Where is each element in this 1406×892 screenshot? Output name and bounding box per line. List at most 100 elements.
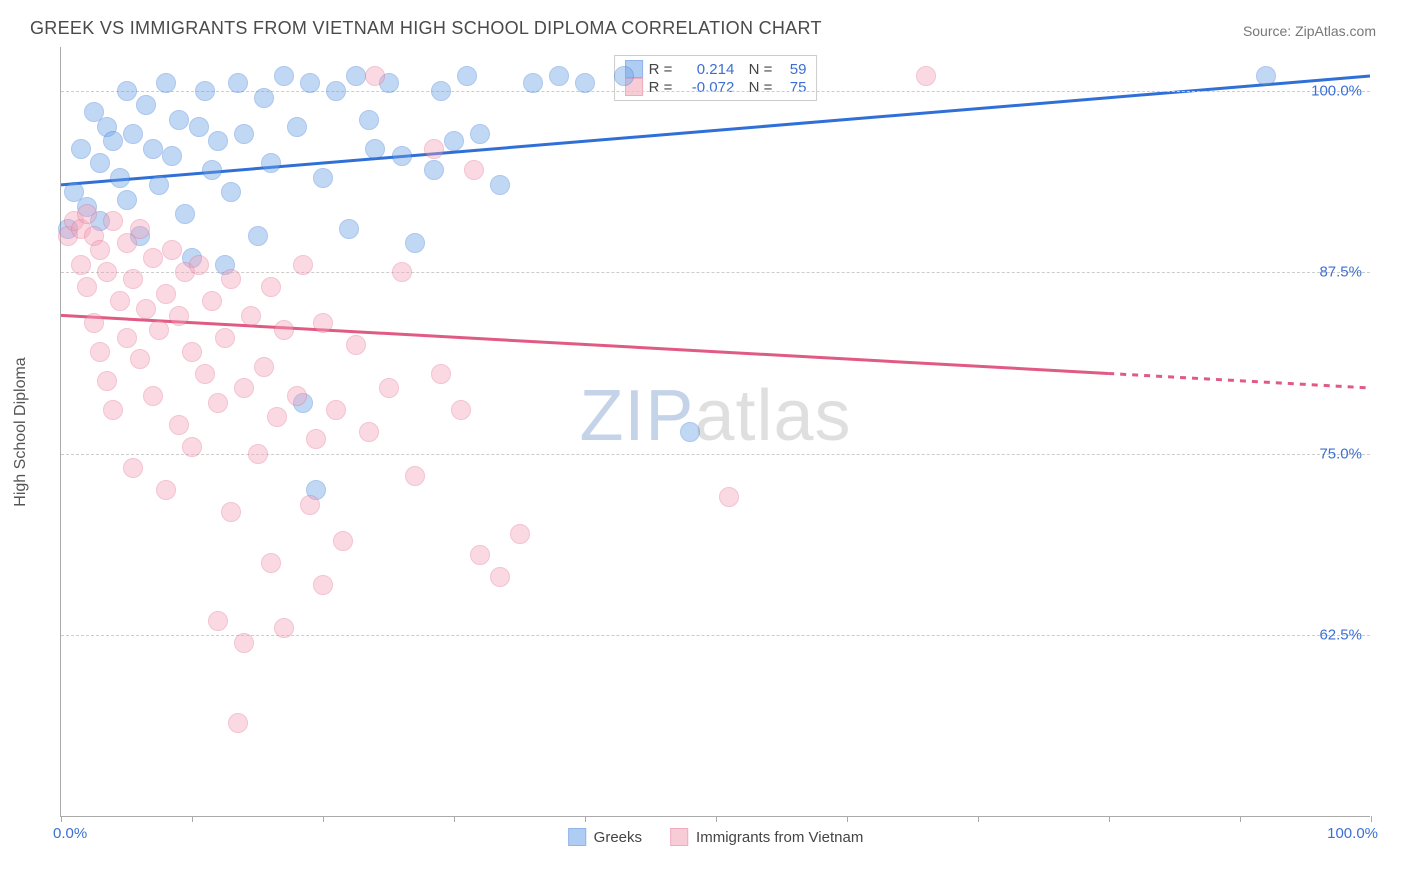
- scatter-point: [84, 313, 104, 333]
- scatter-point: [405, 466, 425, 486]
- scatter-point: [195, 364, 215, 384]
- scatter-point: [156, 284, 176, 304]
- scatter-point: [103, 211, 123, 231]
- scatter-point: [143, 139, 163, 159]
- scatter-point: [110, 291, 130, 311]
- scatter-point: [97, 262, 117, 282]
- scatter-point: [326, 81, 346, 101]
- scatter-point: [123, 124, 143, 144]
- scatter-point: [202, 160, 222, 180]
- scatter-point: [510, 524, 530, 544]
- scatter-point: [451, 400, 471, 420]
- scatter-point: [431, 364, 451, 384]
- scatter-point: [365, 66, 385, 86]
- scatter-point: [169, 415, 189, 435]
- scatter-point: [431, 81, 451, 101]
- scatter-point: [71, 139, 91, 159]
- scatter-point: [326, 400, 346, 420]
- scatter-point: [267, 407, 287, 427]
- x-tick-mark: [323, 816, 324, 822]
- scatter-point: [169, 306, 189, 326]
- scatter-point: [392, 262, 412, 282]
- scatter-point: [234, 633, 254, 653]
- scatter-point: [77, 277, 97, 297]
- x-tick-mark: [978, 816, 979, 822]
- scatter-point: [287, 386, 307, 406]
- scatter-point: [221, 269, 241, 289]
- scatter-point: [156, 480, 176, 500]
- scatter-point: [208, 393, 228, 413]
- y-tick-label: 62.5%: [1319, 627, 1362, 644]
- scatter-point: [457, 66, 477, 86]
- scatter-point: [241, 306, 261, 326]
- scatter-point: [300, 495, 320, 515]
- scatter-point: [424, 139, 444, 159]
- scatter-point: [261, 153, 281, 173]
- x-tick-mark: [847, 816, 848, 822]
- x-tick-mark: [716, 816, 717, 822]
- scatter-point: [424, 160, 444, 180]
- scatter-point: [359, 422, 379, 442]
- scatter-point: [143, 386, 163, 406]
- scatter-point: [313, 313, 333, 333]
- x-tick-mark: [585, 816, 586, 822]
- scatter-point: [379, 378, 399, 398]
- scatter-point: [149, 175, 169, 195]
- scatter-point: [110, 168, 130, 188]
- plot-region: High School Diploma ZIPatlas R =0.214 N …: [60, 47, 1370, 817]
- scatter-point: [490, 567, 510, 587]
- scatter-point: [228, 73, 248, 93]
- scatter-point: [287, 117, 307, 137]
- scatter-point: [117, 328, 137, 348]
- scatter-point: [202, 291, 222, 311]
- y-axis-label: High School Diploma: [12, 357, 30, 506]
- scatter-point: [313, 575, 333, 595]
- scatter-point: [333, 531, 353, 551]
- x-tick-mark: [454, 816, 455, 822]
- y-tick-label: 87.5%: [1319, 264, 1362, 281]
- scatter-point: [470, 545, 490, 565]
- scatter-point: [221, 182, 241, 202]
- x-axis-max-label: 100.0%: [1327, 825, 1378, 842]
- scatter-point: [470, 124, 490, 144]
- x-tick-mark: [61, 816, 62, 822]
- x-axis-min-label: 0.0%: [53, 825, 87, 842]
- scatter-point: [261, 277, 281, 297]
- scatter-point: [103, 131, 123, 151]
- scatter-point: [392, 146, 412, 166]
- scatter-point: [149, 320, 169, 340]
- gridline: [61, 635, 1370, 636]
- watermark: ZIPatlas: [579, 375, 851, 457]
- x-tick-mark: [1109, 816, 1110, 822]
- legend-stat-row: R =0.214 N =59: [625, 60, 807, 78]
- scatter-point: [162, 146, 182, 166]
- scatter-point: [130, 349, 150, 369]
- source-attribution: Source: ZipAtlas.com: [1243, 23, 1376, 39]
- scatter-point: [248, 226, 268, 246]
- scatter-point: [261, 553, 281, 573]
- scatter-point: [274, 618, 294, 638]
- scatter-point: [123, 458, 143, 478]
- scatter-point: [719, 487, 739, 507]
- scatter-point: [274, 320, 294, 340]
- scatter-point: [444, 131, 464, 151]
- scatter-point: [175, 204, 195, 224]
- scatter-point: [103, 400, 123, 420]
- scatter-point: [254, 357, 274, 377]
- scatter-point: [189, 255, 209, 275]
- x-tick-mark: [192, 816, 193, 822]
- y-tick-label: 100.0%: [1311, 82, 1362, 99]
- scatter-point: [300, 73, 320, 93]
- scatter-point: [90, 240, 110, 260]
- scatter-point: [136, 95, 156, 115]
- trend-lines: [61, 47, 1370, 816]
- scatter-point: [162, 240, 182, 260]
- scatter-point: [182, 342, 202, 362]
- scatter-point: [208, 611, 228, 631]
- scatter-point: [365, 139, 385, 159]
- gridline: [61, 272, 1370, 273]
- scatter-point: [274, 66, 294, 86]
- scatter-point: [680, 422, 700, 442]
- scatter-point: [143, 248, 163, 268]
- scatter-point: [215, 328, 235, 348]
